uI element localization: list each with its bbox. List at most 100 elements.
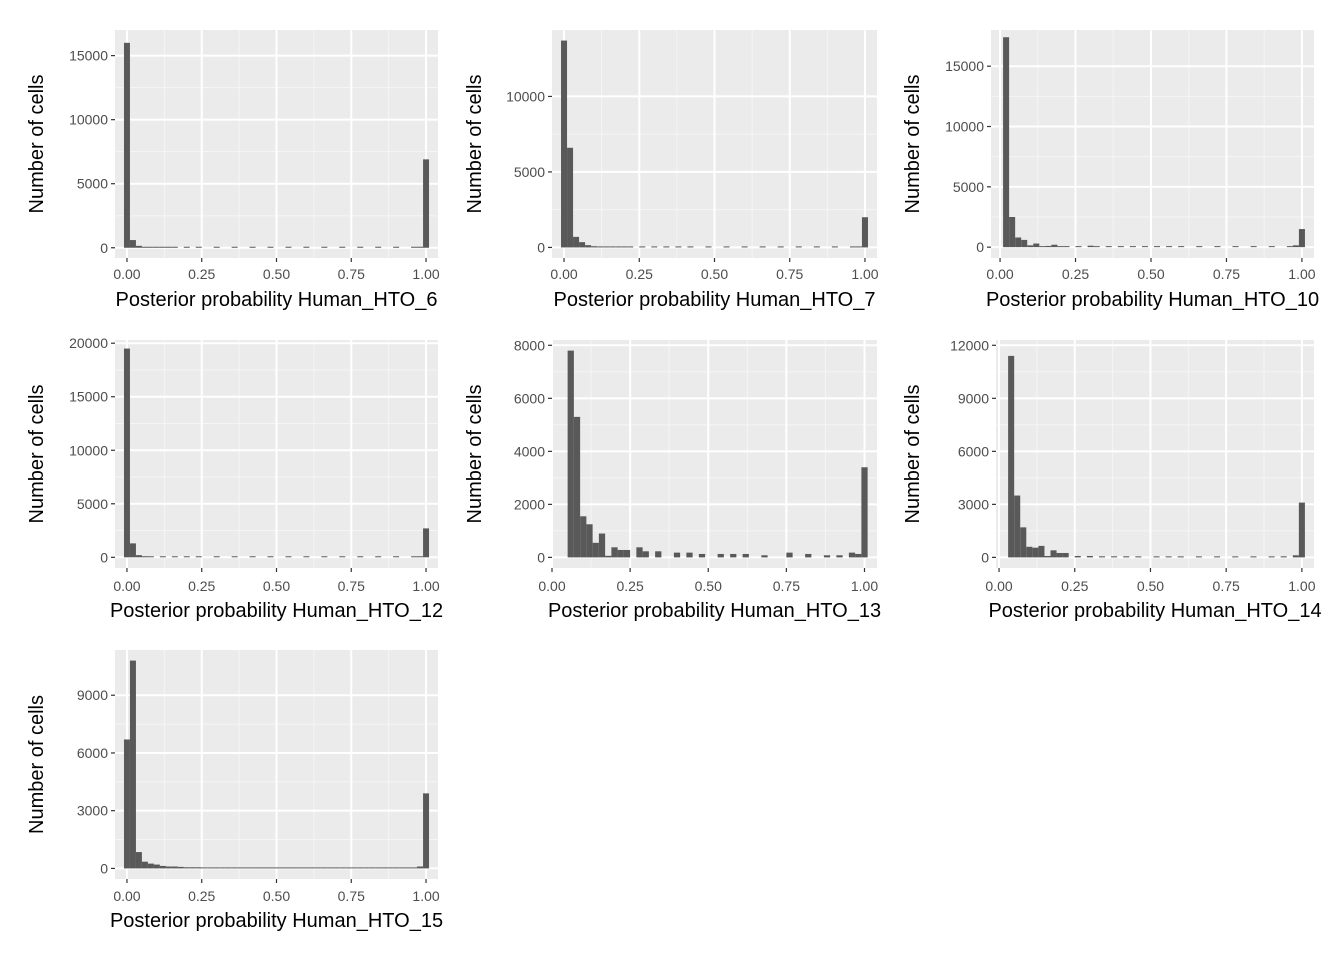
histogram-bar: [291, 867, 298, 869]
histogram-bar: [1129, 246, 1136, 248]
histogram-bar: [1250, 556, 1257, 558]
histogram-bar: [129, 240, 136, 248]
histogram-bar: [675, 246, 682, 248]
histogram-bar: [339, 246, 346, 248]
histogram-bar: [1154, 246, 1161, 248]
histogram-bar: [585, 245, 592, 248]
histogram-bar: [561, 40, 568, 248]
histogram-bar: [147, 246, 154, 248]
histogram-bar: [279, 867, 286, 869]
histogram-panel-7: 0.00 0.25 0.50 0.75 1.00 0 3000 6000 9000 Posteri…: [26, 650, 443, 932]
histogram-bar: [597, 246, 604, 248]
histogram-bar: [159, 246, 166, 248]
histogram-bar: [327, 867, 334, 869]
histogram-bar: [195, 867, 202, 869]
histogram-bar: [861, 467, 868, 558]
histogram-bar: [357, 246, 364, 248]
histogram-bar: [1008, 355, 1015, 558]
histogram-bar: [1178, 246, 1185, 248]
histogram-bar: [255, 867, 262, 869]
x-tick-label: 0.25: [626, 266, 653, 282]
histogram-bar: [1086, 555, 1093, 558]
histogram-bar: [273, 867, 280, 869]
histogram-bar: [129, 543, 136, 558]
histogram-bar: [1057, 246, 1064, 248]
histogram-bar: [848, 552, 856, 558]
histogram-bar: [213, 246, 220, 248]
histogram-bar: [1056, 552, 1063, 558]
histogram-bar: [249, 556, 256, 558]
y-tick-label: 9000: [77, 687, 108, 703]
x-tick-label: 0.75: [776, 266, 803, 282]
x-tick-label: 0.75: [1213, 578, 1240, 594]
histogram-bar: [686, 552, 693, 558]
histogram-bar: [225, 867, 232, 869]
x-tick-label: 0.50: [701, 266, 728, 282]
y-axis-title: Number of cells: [464, 385, 486, 524]
histogram-bar: [759, 246, 766, 248]
x-tick-label: 0.00: [113, 266, 140, 282]
histogram-bar: [375, 246, 382, 248]
x-tick-label: 0.25: [1061, 578, 1088, 594]
histogram-bar: [189, 867, 196, 869]
histogram-bar: [183, 867, 190, 869]
histogram-bar: [1280, 556, 1287, 558]
histogram-bar: [177, 866, 184, 869]
histogram-bar: [411, 246, 418, 248]
histogram-bar: [813, 246, 820, 248]
x-tick-label: 0.75: [338, 888, 365, 904]
y-axis-title: Number of cells: [464, 75, 486, 214]
histogram-bar: [1177, 556, 1184, 558]
histogram-bar: [231, 246, 238, 248]
histogram-bar: [1062, 552, 1069, 558]
histogram-bar: [580, 516, 587, 558]
x-tick-label: 0.50: [263, 578, 290, 594]
x-axis-title: Posterior probability Human_HTO_14: [988, 600, 1321, 622]
histogram-bar: [1292, 245, 1299, 248]
histogram-bar: [363, 867, 370, 869]
histogram-bar: [1026, 546, 1033, 558]
histogram-bar: [836, 555, 843, 558]
y-tick-label: 20000: [69, 335, 108, 351]
histogram-bar: [399, 867, 406, 869]
histogram-bar: [642, 551, 649, 558]
x-tick-label: 0.25: [188, 578, 215, 594]
histogram-bar: [1093, 246, 1100, 248]
x-tick-label: 1.00: [412, 266, 439, 282]
histogram-bar: [591, 246, 598, 248]
histogram-bar: [423, 159, 430, 248]
histogram-bar: [1232, 556, 1239, 558]
y-tick-label: 10000: [506, 88, 545, 104]
histogram-bar: [1050, 550, 1057, 558]
histogram-bar: [213, 556, 220, 558]
histogram-bar: [405, 867, 412, 869]
histogram-bar: [1286, 246, 1293, 248]
histogram-bar: [655, 551, 662, 558]
y-tick-label: 0: [100, 860, 108, 876]
histogram-bar: [1141, 246, 1148, 248]
histogram-bar: [417, 246, 424, 248]
histogram-bar: [1009, 216, 1016, 248]
histogram-bar: [805, 553, 812, 558]
histogram-bar: [1196, 246, 1203, 248]
y-tick-label: 0: [976, 239, 984, 255]
histogram-panel-3: 0.00 0.25 0.50 0.75 1.00 0 5000 10000 15000 Poste…: [902, 30, 1319, 311]
y-tick-label: 5000: [953, 179, 984, 195]
histogram-bar: [741, 246, 748, 248]
histogram-bar: [723, 246, 730, 248]
histogram-bar: [303, 246, 310, 248]
histogram-bar: [1038, 545, 1045, 558]
histogram-bar: [603, 246, 610, 248]
histogram-bar: [417, 556, 424, 558]
histogram-bar: [135, 852, 142, 869]
histogram-bar: [375, 867, 382, 869]
histogram-bar: [1063, 246, 1070, 248]
y-axis-title: Number of cells: [26, 75, 48, 214]
x-tick-label: 0.75: [1213, 266, 1240, 282]
histogram-panel-6: 0.00 0.25 0.50 0.75 1.00 0 3000 6000 9000 12000 Po…: [902, 337, 1322, 622]
histogram-bar: [123, 42, 130, 248]
histogram-bar: [1087, 245, 1094, 248]
histogram-bar: [627, 246, 634, 248]
histogram-bar: [417, 866, 424, 869]
